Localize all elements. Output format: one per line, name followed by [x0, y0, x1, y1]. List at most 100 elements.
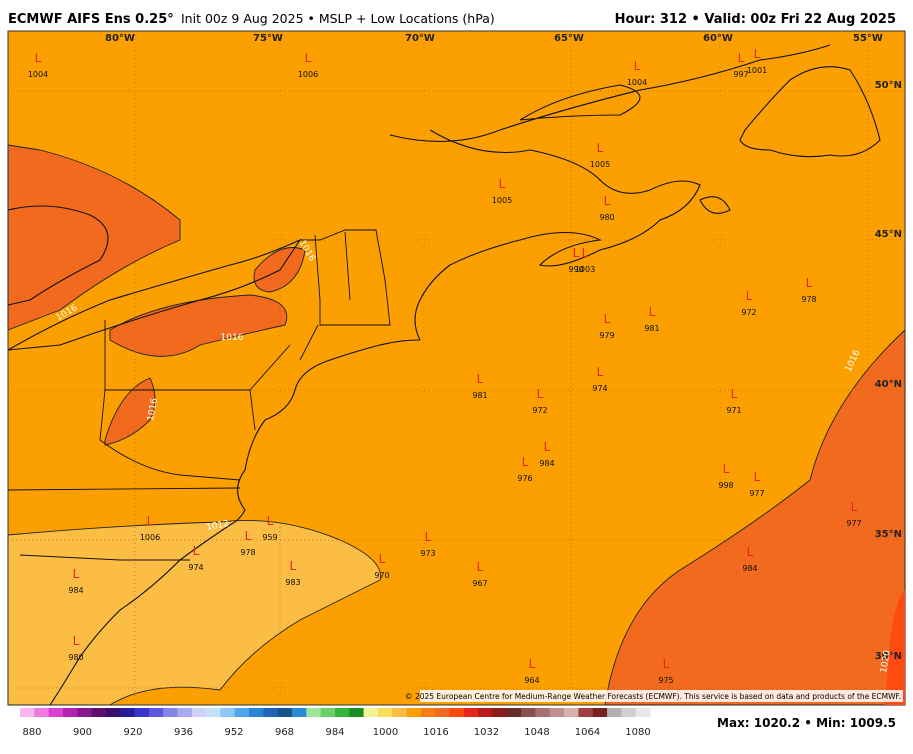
low-center: L 997 — [733, 51, 748, 79]
low-marker: L — [499, 177, 506, 191]
colorbar-swatch — [320, 708, 336, 717]
low-marker: L — [747, 545, 754, 559]
colorbar-swatch — [578, 708, 594, 717]
low-pressure-value: 970 — [374, 571, 389, 580]
stats: Max: 1020.2 • Min: 1009.5 — [717, 716, 896, 730]
isobar-label: 1016 — [146, 397, 160, 422]
low-pressure-value: 980 — [68, 653, 83, 662]
latitude-label: 35°N — [875, 529, 902, 540]
colorbar-swatch — [249, 708, 264, 717]
latitude-label: 40°N — [875, 379, 902, 390]
colorbar-swatch — [91, 708, 107, 717]
low-pressure-value: 1005 — [590, 160, 610, 169]
colorbar-swatch — [478, 708, 493, 717]
low-marker: L — [537, 387, 544, 401]
low-marker: L — [193, 544, 200, 558]
state-border — [7, 320, 291, 561]
low-pressure-value: 972 — [532, 406, 547, 415]
low-center: L 984 — [68, 567, 83, 595]
low-marker: L — [604, 194, 611, 208]
low-marker: L — [806, 276, 813, 290]
low-marker: L — [290, 559, 297, 573]
low-center: L 975 — [658, 657, 673, 685]
low-pressure-value: 973 — [420, 549, 435, 558]
low-center: L 971 — [726, 387, 741, 415]
island-coast — [699, 66, 881, 214]
low-marker: L — [754, 47, 761, 61]
colorbar-swatch — [492, 708, 508, 717]
colorbar-tick-label: 1064 — [575, 727, 600, 738]
low-marker: L — [35, 51, 42, 65]
colorbar-swatch — [592, 708, 608, 717]
low-center: L 984 — [539, 440, 554, 468]
credit-bg — [420, 690, 903, 702]
colorbar-swatch — [635, 708, 651, 717]
low-center: L 974 — [592, 365, 607, 393]
colorbar-swatch — [306, 708, 322, 717]
colorbar-tick-label: 900 — [73, 727, 92, 738]
low-pressure-value: 977 — [846, 519, 861, 528]
isobar-label: 1020 — [879, 649, 893, 674]
borders — [7, 229, 391, 561]
low-marker: L — [147, 514, 154, 528]
low-marker: L — [604, 312, 611, 326]
low-marker: L — [425, 530, 432, 544]
low-center: L 972 — [741, 289, 756, 317]
valid-time: Hour: 312 • Valid: 00z Fri 22 Aug 2025 — [615, 12, 896, 27]
low-pressure-value: 959 — [262, 533, 277, 542]
colorbar-swatch — [234, 708, 250, 717]
colorbar-swatch — [406, 708, 422, 717]
colorbar-swatch — [435, 708, 450, 717]
colorbar-tick-label: 968 — [275, 727, 294, 738]
colorbar-swatch — [77, 708, 92, 717]
low-pressure-value: 990 — [568, 265, 583, 274]
low-center: L 1004 — [28, 51, 48, 79]
colorbar-swatch — [449, 708, 465, 717]
low-pressure-value: 998 — [718, 481, 733, 490]
colorbar-swatch — [134, 708, 150, 717]
low-center: L 1003 — [575, 246, 595, 274]
low-pressure-value: 972 — [741, 308, 756, 317]
colorbar-tick-label: 984 — [325, 727, 344, 738]
latitude-label: 45°N — [875, 229, 902, 240]
low-pressure-value: 981 — [644, 324, 659, 333]
low-pressure-value: 984 — [539, 459, 554, 468]
low-marker: L — [245, 529, 252, 543]
longitude-label: 65°W — [554, 33, 584, 44]
low-pressure-value: 997 — [733, 70, 748, 79]
subtitle: Init 00z 9 Aug 2025 • MSLP + Low Locatio… — [181, 11, 495, 26]
longitude-label: 80°W — [105, 33, 135, 44]
low-center: L 1006 — [140, 514, 160, 542]
colorbar-swatch — [621, 708, 637, 717]
longitude-label: 60°W — [703, 33, 733, 44]
low-marker: L — [544, 440, 551, 454]
lake-coast — [7, 238, 302, 351]
low-marker: L — [754, 470, 761, 484]
low-pressure-value: 974 — [188, 563, 203, 572]
low-pressure-value: 977 — [749, 489, 764, 498]
low-pressure-value: 1004 — [28, 70, 48, 79]
low-marker: L — [267, 514, 274, 528]
high-pressure-core — [885, 590, 905, 705]
low-center: L 1006 — [298, 51, 318, 79]
colorbar-swatch — [463, 708, 479, 717]
low-marker: L — [597, 365, 604, 379]
low-marker: L — [573, 246, 580, 260]
low-pressure-value: 1005 — [492, 196, 512, 205]
low-pressure-value: 980 — [599, 213, 614, 222]
low-marker: L — [529, 657, 536, 671]
low-marker: L — [477, 560, 484, 574]
low-pressure-value: 979 — [599, 331, 614, 340]
isobar-label: 1012 — [206, 519, 230, 533]
low-center: L 967 — [472, 560, 487, 588]
colorbar-swatch — [120, 708, 135, 717]
colorbar-tick-label: 1032 — [474, 727, 499, 738]
low-pressure-value: 981 — [472, 391, 487, 400]
latitude-label: 30°N — [875, 651, 902, 662]
low-marker: L — [634, 59, 641, 73]
colorbar-swatch — [148, 708, 164, 717]
low-pressure-value: 983 — [285, 578, 300, 587]
low-center: L 998 — [718, 462, 733, 490]
colorbar-swatch — [277, 708, 293, 717]
